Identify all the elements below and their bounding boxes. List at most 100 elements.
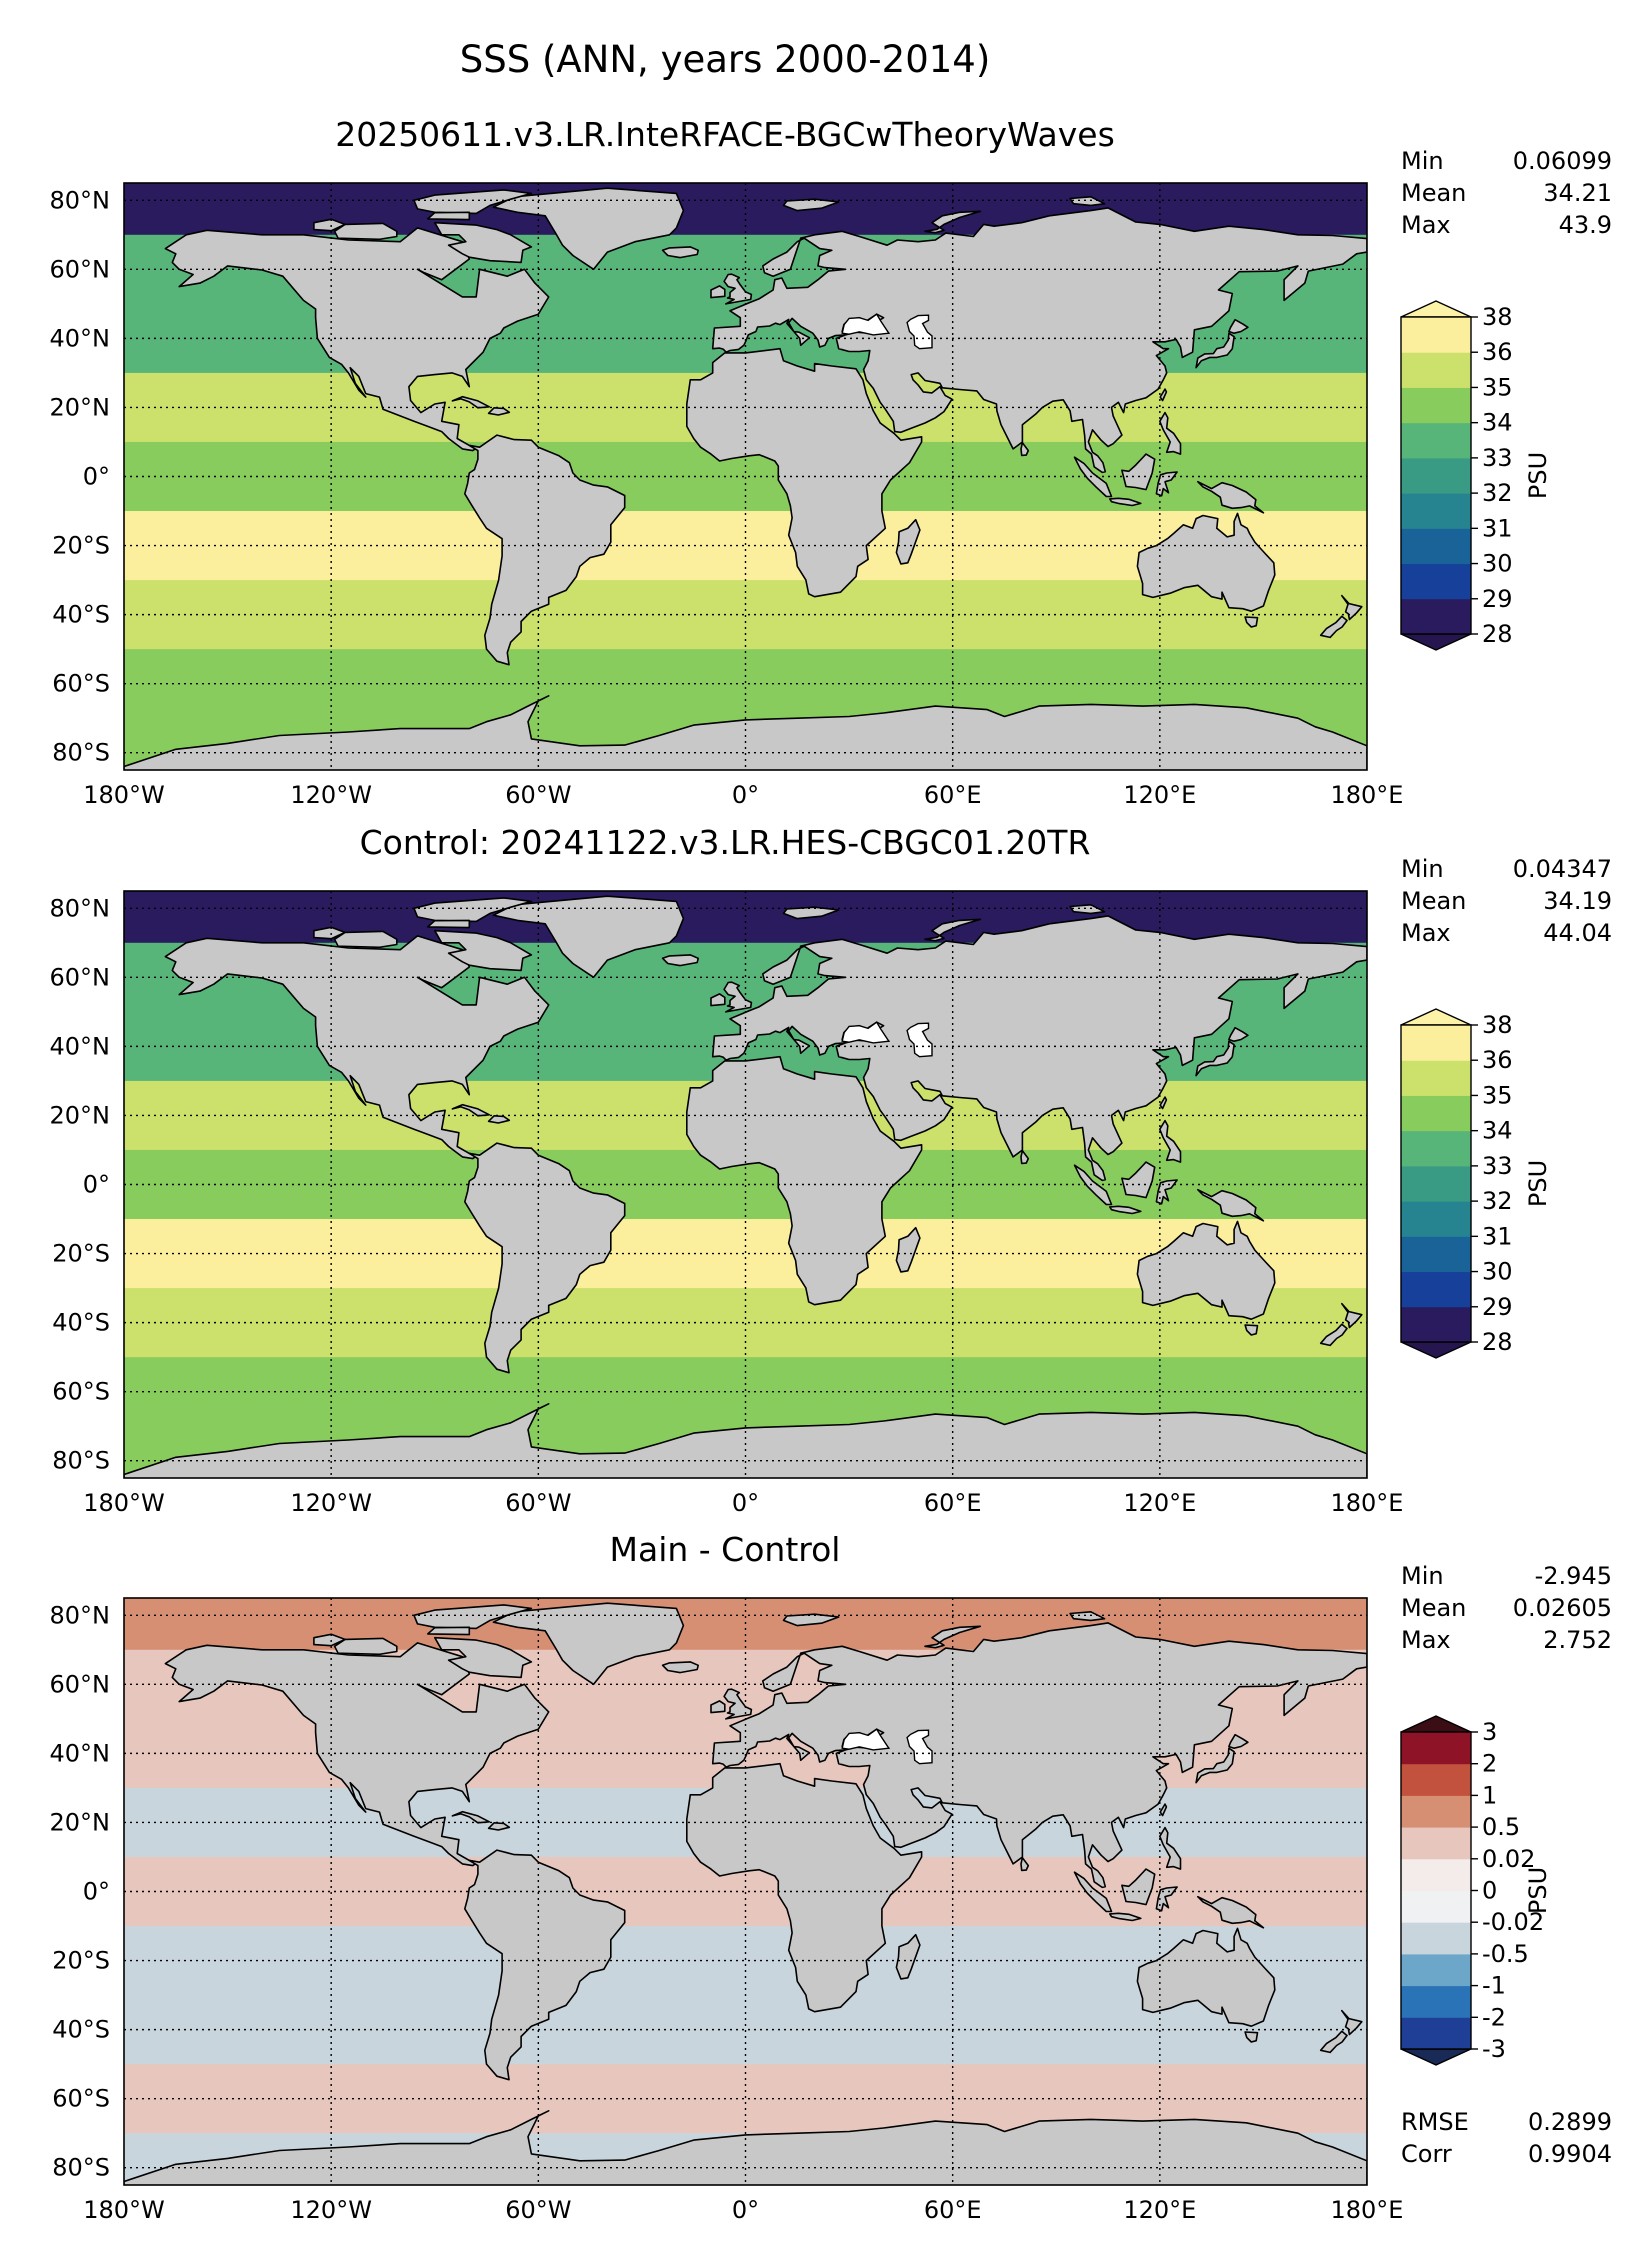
colorbar-bin [1401, 1201, 1471, 1237]
stat-value: -2.945 [1535, 1562, 1612, 1590]
land-borneo [1121, 1868, 1156, 1906]
land-sumatra [1073, 1164, 1113, 1206]
land-victoria-island [333, 930, 398, 949]
land-japan [1195, 1040, 1235, 1077]
colorbar-tick-label: 31 [1482, 1222, 1513, 1250]
stat-value: 34.19 [1543, 887, 1612, 915]
land-borneo [1121, 453, 1156, 491]
colorbar-bin [1401, 1060, 1471, 1096]
land-devon [427, 211, 471, 221]
x-tick-label: 120°W [290, 1489, 372, 1517]
y-tick-label: 20°N [50, 393, 111, 421]
land-new-zealand-north [1341, 2009, 1363, 2036]
colorbar: 28 29 30 31 32 33 34 35 36 38 PSU [1400, 1008, 1552, 1359]
colorbar-bin [1401, 457, 1471, 494]
colorbar-tick-label: 35 [1482, 1081, 1513, 1109]
land-australia [1136, 1220, 1276, 1320]
y-tick-label: 40°N [50, 1032, 111, 1060]
colorbar-tick-label: -0.02 [1482, 1908, 1544, 1936]
land-antarctica [124, 1403, 1367, 1478]
colorbar-bin [1401, 1985, 1471, 2018]
land-antarctica [124, 2110, 1367, 2185]
land-philippines [1159, 1119, 1182, 1163]
x-tick-label: 120°E [1123, 781, 1196, 809]
land-banks [313, 926, 346, 940]
land-philippines [1159, 1826, 1182, 1870]
land-novaya-zemlya [924, 918, 982, 942]
colorbar-bin [1401, 1271, 1471, 1308]
land-victoria-island [333, 1637, 398, 1656]
map-area [124, 891, 1367, 1478]
stat-label: Mean [1401, 179, 1466, 207]
colorbar-bin [1401, 1165, 1471, 1202]
y-tick-label: 60°S [52, 1378, 110, 1406]
land-tasmania [1244, 616, 1259, 628]
colorbar-under-arrow [1400, 1341, 1472, 1359]
colorbar-tick-label: -3 [1482, 2035, 1506, 2063]
land-java [1109, 497, 1142, 507]
lake-caspian-sea [906, 1729, 933, 1765]
land-britain [723, 981, 753, 1013]
stat-value: 0.06099 [1513, 147, 1612, 175]
land-banks [313, 1633, 346, 1647]
land-new-guinea [1197, 1188, 1265, 1222]
map-frame [123, 1597, 1368, 2186]
land-svalbard [782, 906, 840, 920]
x-tick-label: 60°E [924, 1489, 982, 1517]
x-tick-label: 180°E [1331, 2196, 1404, 2224]
colorbar-bin [1401, 1763, 1471, 1796]
land-new-zealand-north [1341, 1302, 1363, 1329]
land-ellesmere [413, 189, 533, 215]
colorbar-under-arrow [1400, 2048, 1472, 2066]
gridlines [124, 891, 1367, 1478]
colorbar-tick-label: 34 [1482, 409, 1513, 437]
land-ireland [710, 285, 726, 299]
stat-label: Max [1401, 919, 1451, 947]
colorbar-over-arrow [1400, 300, 1472, 318]
colorbar-tick-label: 0 [1482, 1877, 1497, 1905]
land-svalbard [782, 1613, 840, 1627]
x-tick-label: 120°W [290, 781, 372, 809]
land-australia [1136, 1927, 1276, 2027]
x-tick-label: 0° [732, 781, 759, 809]
land-ireland [710, 1700, 726, 1714]
colorbar-under-arrow [1400, 633, 1472, 651]
stat-label: Min [1401, 1562, 1444, 1590]
y-tick-label: 40°S [52, 1309, 110, 1337]
y-tick-label: 60°N [50, 963, 111, 991]
land-greenland [492, 895, 685, 979]
colorbar-bin [1401, 1890, 1471, 1923]
land-ireland [710, 993, 726, 1007]
land-britain [723, 1688, 753, 1720]
x-tick-label: 180°E [1331, 1489, 1404, 1517]
colorbar-bin [1401, 1306, 1471, 1343]
land-north-america [164, 227, 550, 452]
land-devon [427, 919, 471, 929]
map-frame [123, 890, 1368, 1479]
land-britain [723, 273, 753, 305]
land-baffin [434, 221, 533, 264]
x-tick-label: 120°E [1123, 1489, 1196, 1517]
land-sumatra [1073, 1871, 1113, 1913]
x-tick-label: 60°W [505, 781, 571, 809]
land-baffin [434, 929, 533, 972]
land-sri-lanka [1020, 441, 1030, 457]
land-greenland [492, 187, 685, 271]
colorbar-bin [1401, 528, 1471, 565]
land-south-america [464, 1849, 626, 2081]
land-devon [427, 1626, 471, 1636]
colorbar-tick-label: 30 [1482, 1258, 1513, 1286]
colorbar-tick-label: 35 [1482, 373, 1513, 401]
land-baffin [434, 1636, 533, 1679]
land-antarctica [124, 695, 1367, 770]
colorbar-bin [1401, 1953, 1471, 1987]
colorbar-tick-label: 36 [1482, 1046, 1513, 1074]
x-tick-label: 180°W [83, 781, 165, 809]
land-greenland [492, 1602, 685, 1686]
land-hispaniola [487, 407, 511, 416]
colorbar: 28 29 30 31 32 33 34 35 36 38 PSU [1400, 300, 1552, 651]
x-tick-label: 120°W [290, 2196, 372, 2224]
land-banks [313, 218, 346, 232]
x-tick-label: 60°E [924, 2196, 982, 2224]
